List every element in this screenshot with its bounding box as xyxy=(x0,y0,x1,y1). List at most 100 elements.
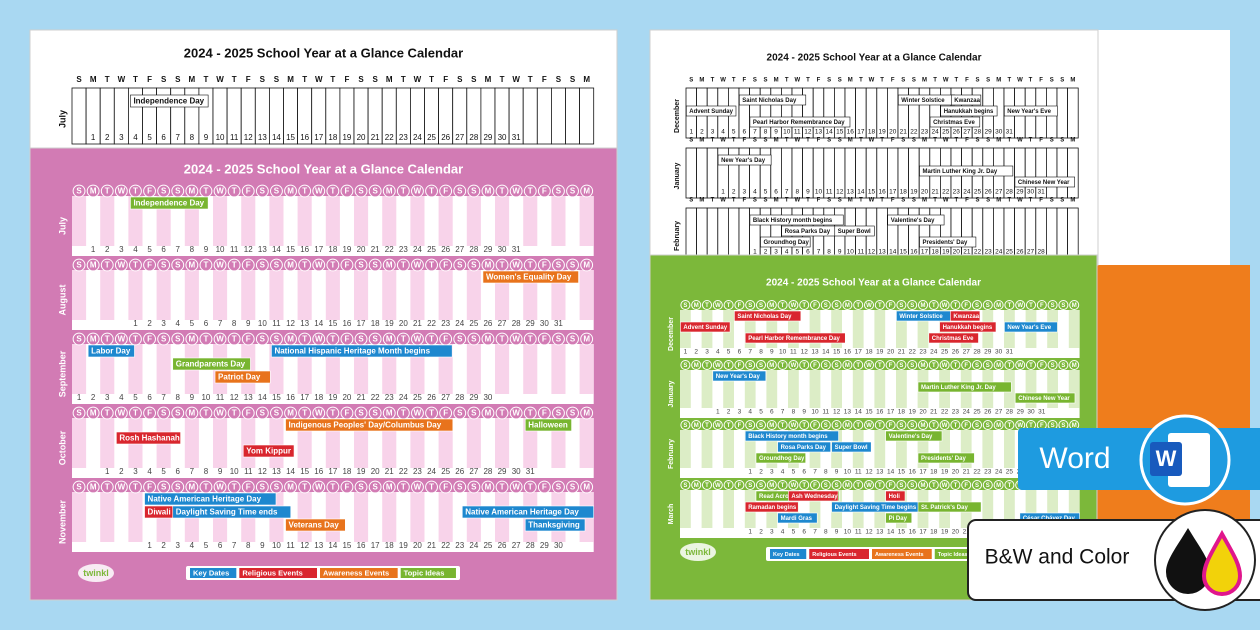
day-number: 15 xyxy=(868,189,876,196)
day-number: 21 xyxy=(900,129,908,136)
weekday-label: F xyxy=(889,483,893,489)
day-number: 23 xyxy=(399,133,408,142)
day-number: 13 xyxy=(258,133,267,142)
day-stripe xyxy=(701,370,713,408)
weekday-label: M xyxy=(1072,423,1077,429)
day-number: 21 xyxy=(931,189,939,196)
weekday-label: T xyxy=(232,409,237,418)
day-number: 4 xyxy=(785,249,789,256)
day-stripe xyxy=(100,492,115,542)
day-cell xyxy=(738,207,751,259)
weekday-label: W xyxy=(1017,363,1023,369)
weekday-label: W xyxy=(414,187,422,196)
event-label: Halloween xyxy=(528,421,568,430)
event-tag xyxy=(116,431,181,445)
weekday-label: S xyxy=(1050,78,1054,84)
weekday-label: F xyxy=(542,409,547,418)
day-number: 7 xyxy=(161,393,166,402)
day-number: 30 xyxy=(1027,189,1035,196)
weekday-label: M xyxy=(845,303,850,309)
weekday-dot xyxy=(326,480,340,494)
event-label: Advent Sunday xyxy=(689,109,733,115)
event-label: New Year's Eve xyxy=(1007,109,1051,115)
day-number: 22 xyxy=(385,245,394,254)
weekday-dot xyxy=(100,184,114,198)
weekday-label: S xyxy=(570,187,576,196)
weekday-dot xyxy=(712,419,723,431)
day-number: 10 xyxy=(815,189,823,196)
weekday-label: F xyxy=(542,75,547,84)
weekday-label: M xyxy=(1072,363,1077,369)
day-stripe xyxy=(466,270,481,320)
day-number: 15 xyxy=(898,469,906,476)
day-number: 10 xyxy=(844,529,852,536)
day-number: 13 xyxy=(847,189,855,196)
weekday-label: S xyxy=(76,187,82,196)
day-number: 27 xyxy=(455,245,464,254)
weekday-label: S xyxy=(763,78,767,84)
day-cell xyxy=(706,207,719,259)
weekday-label: T xyxy=(1029,363,1033,369)
weekday-dot xyxy=(885,419,896,431)
weekday-label: S xyxy=(1060,138,1064,144)
day-stripe xyxy=(1068,370,1080,408)
weekday-label: T xyxy=(781,303,785,309)
weekday-label: M xyxy=(287,187,294,196)
day-number: 15 xyxy=(898,529,906,536)
weekday-dot xyxy=(982,479,993,491)
weekday-label: M xyxy=(90,261,97,270)
day-number: 30 xyxy=(498,245,507,254)
weekday-dot xyxy=(950,299,961,311)
weekday-dot xyxy=(566,332,579,346)
weekday-dot xyxy=(734,299,745,311)
event-label: Christmas Eve xyxy=(932,336,974,342)
event-label: Chinese New Year xyxy=(1018,396,1070,402)
day-number: 26 xyxy=(483,319,492,328)
month-label: July xyxy=(57,217,67,235)
weekday-dot xyxy=(114,480,128,494)
day-number: 19 xyxy=(942,249,950,256)
weekday-label: T xyxy=(781,423,785,429)
weekday-dot xyxy=(425,480,438,494)
logo: twinkl xyxy=(685,547,711,557)
weekday-label: F xyxy=(891,78,895,84)
weekday-label: F xyxy=(1039,78,1043,84)
day-cell xyxy=(1056,87,1069,139)
event-label: Thanksgiving xyxy=(528,521,580,530)
weekday-label: M xyxy=(287,75,294,84)
legend-label: Key Dates xyxy=(193,568,229,577)
day-stripe xyxy=(354,492,369,542)
weekday-label: T xyxy=(954,303,958,309)
weekday-dot xyxy=(863,479,875,491)
day-number: 24 xyxy=(399,393,408,402)
event-label: New Year's Day xyxy=(716,374,761,380)
weekday-label: W xyxy=(720,198,726,204)
weekday-dot xyxy=(755,419,767,431)
weekday-label: W xyxy=(414,483,422,492)
weekday-label: W xyxy=(315,261,323,270)
day-number: 17 xyxy=(855,349,863,356)
day-number: 31 xyxy=(512,133,521,142)
weekday-label: T xyxy=(878,303,882,309)
day-number: 22 xyxy=(974,249,982,256)
weekday-dot xyxy=(734,479,745,491)
day-number: 1 xyxy=(105,467,110,476)
day-number: 1 xyxy=(748,529,752,536)
weekday-label: F xyxy=(345,335,350,344)
weekday-label: S xyxy=(260,187,266,196)
weekday-label: S xyxy=(260,335,266,344)
print-label: B&W and Color xyxy=(985,546,1130,569)
weekday-label: F xyxy=(891,138,895,144)
weekday-label: T xyxy=(781,483,785,489)
weekday-dot xyxy=(467,258,481,272)
weekday-label: T xyxy=(781,363,785,369)
weekday-label: F xyxy=(964,483,968,489)
event-tag xyxy=(950,94,982,106)
weekday-label: M xyxy=(485,335,492,344)
weekday-dot xyxy=(72,406,86,420)
day-number: 5 xyxy=(795,249,799,256)
weekday-label: S xyxy=(274,335,280,344)
weekday-dot xyxy=(691,299,702,311)
weekday-dot xyxy=(481,480,495,494)
weekday-label: S xyxy=(899,303,903,309)
